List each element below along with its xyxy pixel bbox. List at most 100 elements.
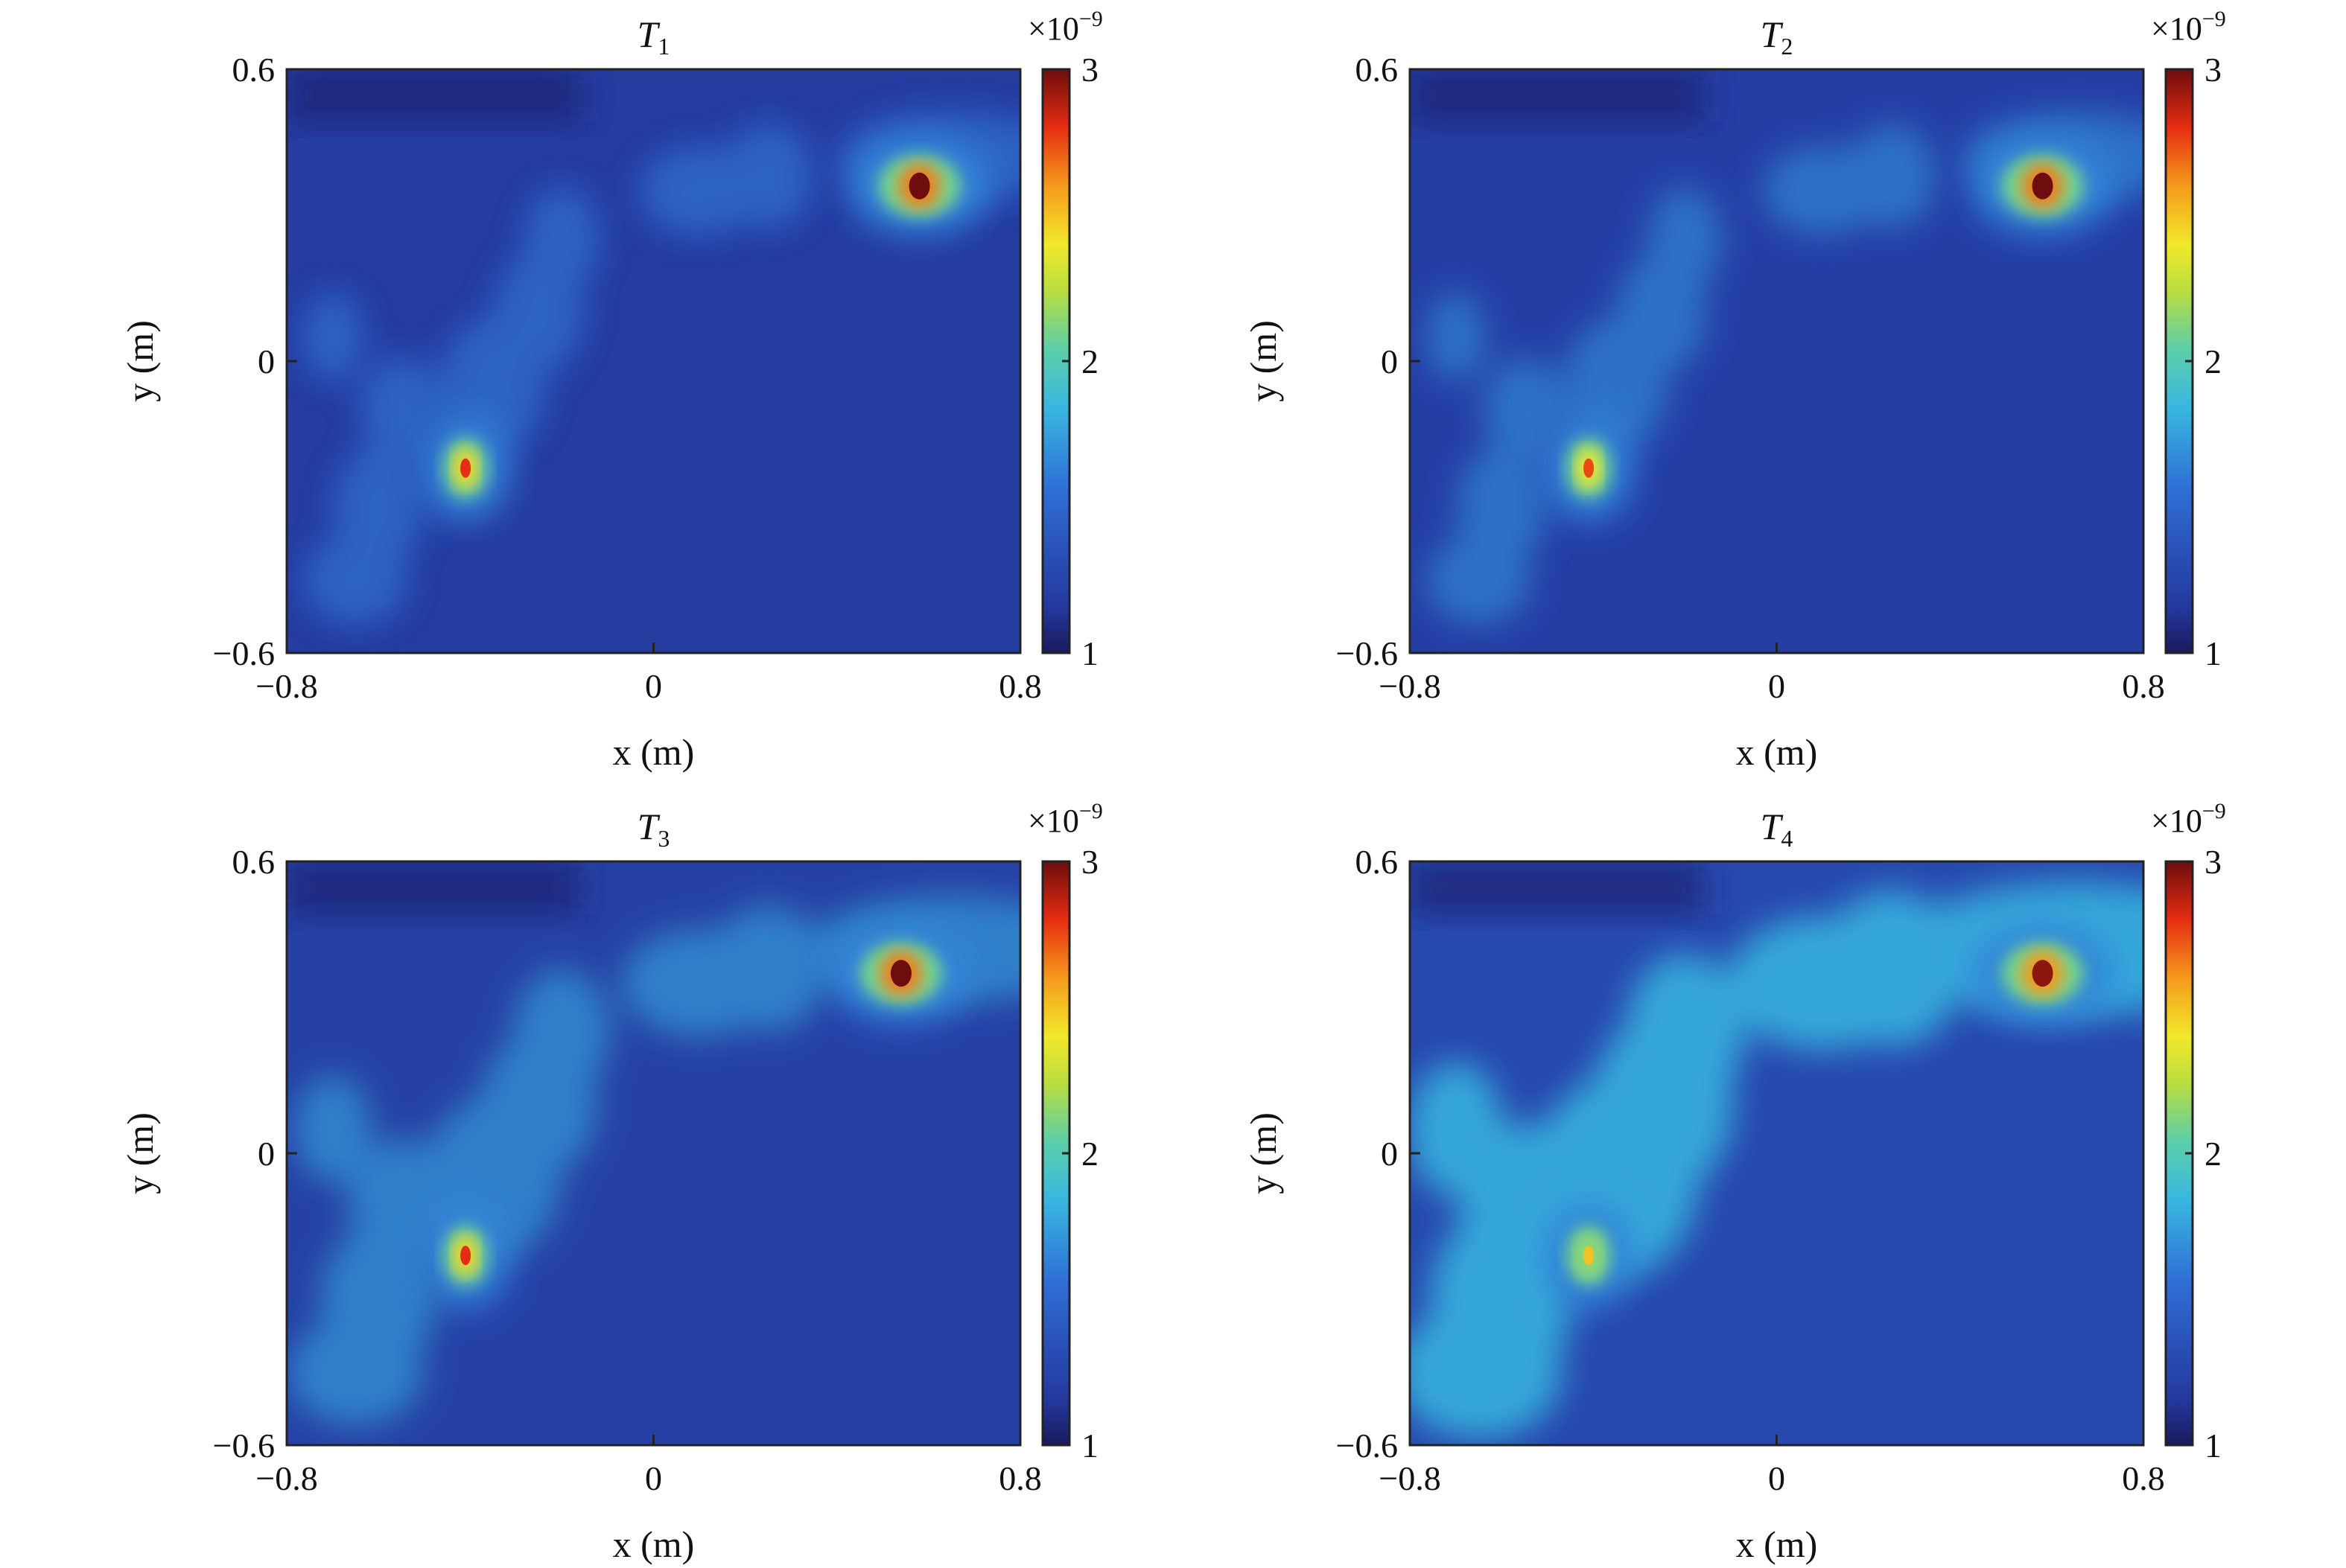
colorbar: 123×10−9 — [2151, 799, 2226, 1465]
colorbar-tick-label: 2 — [2204, 1135, 2222, 1173]
colorbar: 123×10−9 — [1028, 799, 1103, 1465]
panel-title-subscript: 4 — [1781, 825, 1793, 852]
colorbar-multiplier: ×10−9 — [1028, 799, 1103, 839]
y-tick-label: −0.6 — [213, 634, 275, 672]
scatter-blob — [1410, 1062, 1504, 1196]
colorbar-tick-label: 3 — [2204, 843, 2222, 881]
y-tick-label: 0.6 — [1355, 843, 1399, 881]
colorbar-multiplier: ×10−9 — [1028, 7, 1103, 47]
heatmap-field — [287, 69, 1020, 653]
y-axis-label: y (m) — [119, 1112, 161, 1194]
low-intensity-region — [287, 861, 580, 914]
y-tick-label: 0 — [258, 1135, 275, 1173]
scatter-blob — [723, 124, 813, 229]
panel-title-main: T — [638, 13, 661, 55]
scatter-blob — [360, 357, 442, 462]
scatter-blob — [293, 1075, 372, 1183]
scatter-blob — [1457, 447, 1547, 567]
y-tick-label: −0.6 — [1336, 1427, 1398, 1465]
colorbar-tick-label: 1 — [2204, 1427, 2222, 1465]
colorbar-multiplier-exponent: −9 — [2202, 7, 2226, 31]
y-tick-label: 0.6 — [232, 51, 276, 89]
y-axis-label: y (m) — [1242, 1112, 1284, 1194]
colorbar-multiplier-base: ×10 — [1028, 803, 1079, 839]
colorbar-tick-label: 1 — [1081, 634, 1099, 672]
hotspot-core — [460, 458, 471, 478]
y-tick-label: −0.6 — [1336, 634, 1398, 672]
x-tick-label: −0.8 — [1379, 667, 1440, 705]
x-tick-label: 0 — [1768, 1459, 1785, 1497]
heatmap-field — [1410, 69, 2143, 653]
colorbar-multiplier-base: ×10 — [1028, 10, 1079, 47]
colorbar-tick-label: 2 — [1081, 342, 1099, 380]
y-tick-label: 0 — [1381, 342, 1398, 380]
y-tick-label: 0 — [258, 342, 275, 380]
panel-title-main: T — [1761, 806, 1784, 847]
x-tick-label: 0.8 — [2122, 1459, 2165, 1497]
hotspot-2 — [1544, 415, 1634, 520]
colorbar-tick-label: 2 — [2204, 342, 2222, 380]
scatter-blob — [302, 292, 363, 382]
panel-title-main: T — [638, 806, 661, 847]
hotspot-core — [460, 1246, 471, 1266]
hotspot-2 — [421, 415, 511, 520]
scatter-blob — [710, 905, 827, 1031]
panel-title-main: T — [1761, 13, 1784, 55]
y-tick-label: −0.6 — [213, 1427, 275, 1465]
scatter-blob — [513, 969, 611, 1094]
x-tick-label: −0.8 — [255, 667, 317, 705]
hotspot-2 — [1544, 1203, 1634, 1308]
x-tick-label: 0.8 — [999, 1459, 1042, 1497]
low-intensity-region — [1410, 861, 1703, 914]
x-tick-label: −0.8 — [255, 1459, 317, 1497]
heatmap-field — [1410, 861, 2143, 1445]
colorbar-tick-label: 3 — [1081, 51, 1099, 89]
hotspot-1 — [1971, 137, 2114, 235]
colorbar: 1 2 3 ×10−9 — [1028, 7, 1103, 672]
hotspot-core — [1583, 1246, 1595, 1266]
colorbar-multiplier-base: ×10 — [2151, 10, 2202, 47]
panel-title-subscript: 1 — [658, 33, 670, 60]
y-axis-label: y (m) — [119, 320, 161, 402]
colorbar-multiplier: ×10−9 — [2151, 7, 2226, 47]
colorbar-tick-label: 3 — [2204, 51, 2222, 89]
scatter-blob — [1625, 953, 1745, 1110]
scatter-blob — [1483, 357, 1565, 462]
colorbar-tick-label: 3 — [1081, 843, 1099, 881]
x-axis-label: x (m) — [613, 1523, 695, 1565]
hotspot-1 — [1971, 925, 2114, 1022]
scatter-blob — [524, 187, 600, 292]
panel-title: T2 — [1761, 13, 1793, 60]
hotspot-1 — [848, 137, 991, 235]
low-intensity-region — [287, 69, 580, 122]
hotspot-core — [890, 960, 912, 987]
x-axis-label: x (m) — [613, 731, 695, 773]
low-intensity-region — [1410, 69, 1703, 122]
scatter-blob — [1425, 292, 1486, 382]
colorbar: 123×10−9 — [2151, 7, 2226, 672]
y-tick-label: 0.6 — [232, 843, 276, 881]
y-tick-label: 0 — [1381, 1135, 1398, 1173]
x-axis-label: x (m) — [1736, 731, 1818, 773]
panel-title-subscript: 2 — [1781, 33, 1793, 60]
heatmap-field — [287, 861, 1020, 1445]
colorbar-multiplier-exponent: −9 — [2202, 799, 2226, 823]
hotspot-core — [909, 172, 930, 200]
panel-title: T4 — [1761, 806, 1793, 852]
scatter-blob — [1846, 124, 1936, 229]
panel-title: T3 — [638, 806, 670, 852]
x-tick-label: 0.8 — [2122, 667, 2165, 705]
colorbar-multiplier-exponent: −9 — [1079, 799, 1103, 823]
colorbar-tick-label: 2 — [1081, 1135, 1099, 1173]
y-tick-label: 0.6 — [1355, 51, 1399, 89]
x-axis-label: x (m) — [1736, 1523, 1818, 1565]
x-tick-label: 0.8 — [999, 667, 1042, 705]
y-axis-label: y (m) — [1242, 320, 1284, 402]
x-tick-label: 0 — [1768, 667, 1785, 705]
colorbar-tick-label: 1 — [1081, 1427, 1099, 1465]
scatter-blob — [1647, 187, 1723, 292]
hotspot-core — [1583, 458, 1595, 478]
x-tick-label: −0.8 — [1379, 1459, 1440, 1497]
